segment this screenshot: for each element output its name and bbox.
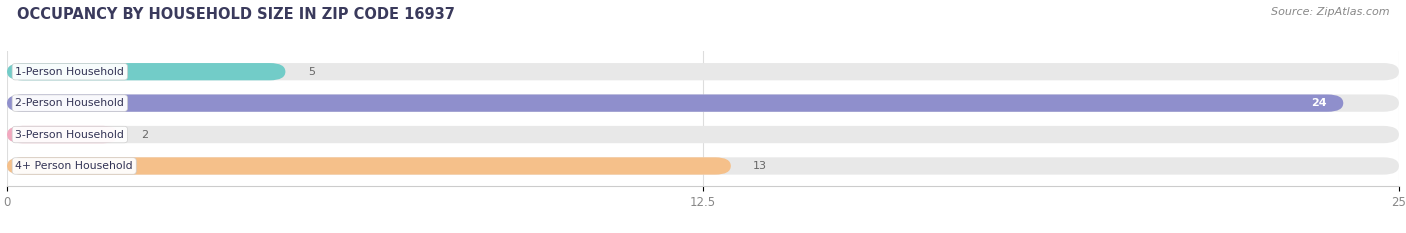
FancyBboxPatch shape xyxy=(7,157,1399,175)
Text: OCCUPANCY BY HOUSEHOLD SIZE IN ZIP CODE 16937: OCCUPANCY BY HOUSEHOLD SIZE IN ZIP CODE … xyxy=(17,7,454,22)
Text: Source: ZipAtlas.com: Source: ZipAtlas.com xyxy=(1271,7,1389,17)
FancyBboxPatch shape xyxy=(7,94,1399,112)
Text: 4+ Person Household: 4+ Person Household xyxy=(15,161,134,171)
FancyBboxPatch shape xyxy=(7,94,1343,112)
Text: 24: 24 xyxy=(1310,98,1327,108)
FancyBboxPatch shape xyxy=(7,63,1399,80)
Text: 5: 5 xyxy=(308,67,315,77)
Text: 2: 2 xyxy=(141,130,148,140)
Text: 2-Person Household: 2-Person Household xyxy=(15,98,124,108)
Text: 13: 13 xyxy=(754,161,768,171)
FancyBboxPatch shape xyxy=(7,63,285,80)
FancyBboxPatch shape xyxy=(7,157,731,175)
Text: 3-Person Household: 3-Person Household xyxy=(15,130,124,140)
Text: 1-Person Household: 1-Person Household xyxy=(15,67,124,77)
FancyBboxPatch shape xyxy=(7,126,1399,143)
FancyBboxPatch shape xyxy=(7,126,118,143)
